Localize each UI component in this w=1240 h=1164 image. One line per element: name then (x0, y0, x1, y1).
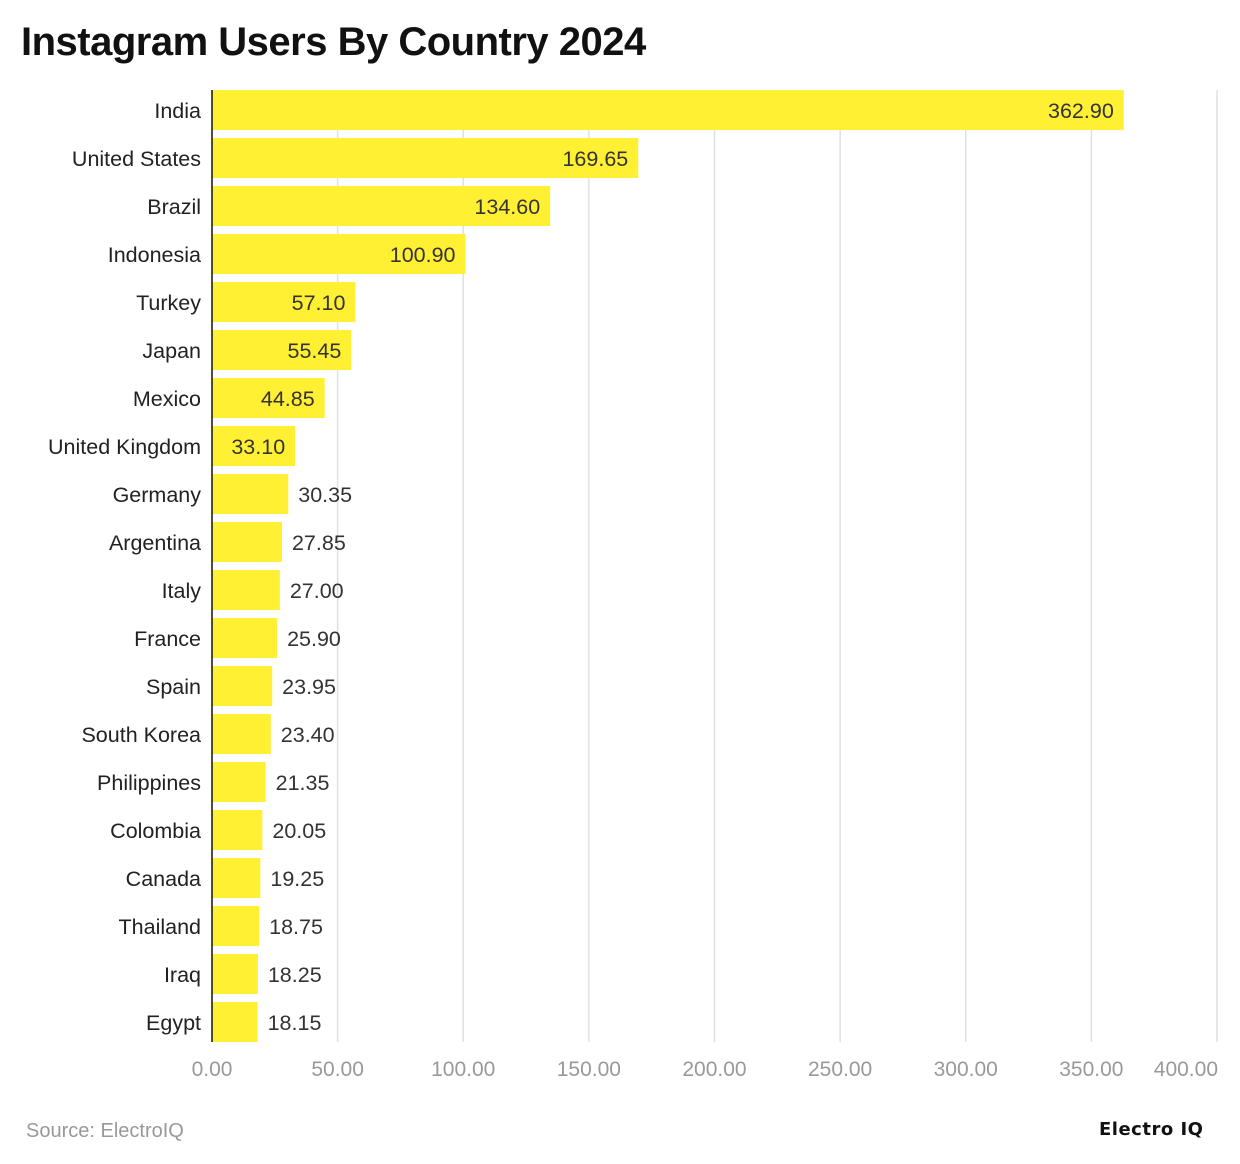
bar (212, 714, 271, 754)
data-label: 134.60 (474, 195, 540, 219)
data-label: 44.85 (261, 387, 315, 411)
bar (212, 858, 261, 898)
bar (212, 234, 466, 274)
category-label: France (134, 627, 201, 651)
data-label: 23.95 (282, 675, 336, 699)
bar (212, 138, 639, 178)
x-tick-label: 100.00 (431, 1058, 495, 1081)
category-label: Japan (142, 339, 201, 363)
bar (212, 570, 280, 610)
x-tick-label: 300.00 (934, 1058, 998, 1081)
bar (212, 762, 266, 802)
bar (212, 378, 325, 418)
data-label: 18.25 (268, 963, 322, 987)
x-tick-label: 350.00 (1059, 1058, 1123, 1081)
category-label: United Kingdom (48, 435, 201, 459)
data-label: 33.10 (231, 435, 285, 459)
category-label: Mexico (133, 387, 201, 411)
x-tick-label: 400.00 (1154, 1058, 1218, 1081)
data-label: 169.65 (562, 147, 628, 171)
bar (212, 426, 296, 466)
x-tick-label: 0.00 (192, 1058, 233, 1081)
bar (212, 810, 263, 850)
category-label: Philippines (97, 771, 201, 795)
x-tick-label: 150.00 (557, 1058, 621, 1081)
category-label: Turkey (136, 291, 201, 315)
x-tick-label: 250.00 (808, 1058, 872, 1081)
chart-title: Instagram Users By Country 2024 (21, 20, 646, 64)
category-label: India (154, 99, 201, 123)
data-label: 57.10 (292, 291, 346, 315)
bar (212, 666, 273, 706)
bar (212, 90, 1124, 130)
data-label: 55.45 (288, 339, 342, 363)
bar (212, 522, 282, 562)
category-label: South Korea (81, 723, 201, 747)
category-label: Canada (126, 867, 201, 891)
data-label: 23.40 (281, 723, 335, 747)
data-label: 25.90 (287, 627, 341, 651)
category-label: Spain (146, 675, 201, 699)
category-label: Italy (162, 579, 202, 603)
data-label: 27.00 (290, 579, 344, 603)
x-tick-label: 200.00 (682, 1058, 746, 1081)
data-label: 100.90 (390, 243, 456, 267)
data-label: 18.15 (268, 1011, 322, 1035)
category-label: Egypt (146, 1011, 201, 1035)
category-label: Brazil (147, 195, 201, 219)
source-note: Source: ElectroIQ (26, 1120, 184, 1142)
x-tick-label: 50.00 (311, 1058, 364, 1081)
category-label: Argentina (109, 531, 201, 555)
electroiq-logo: Electro IQ (1099, 1119, 1204, 1140)
bar (212, 186, 551, 226)
category-label: United States (72, 147, 201, 171)
bar (212, 282, 356, 322)
data-label: 20.05 (272, 819, 326, 843)
bar (212, 474, 289, 514)
data-label: 21.35 (276, 771, 330, 795)
bar (212, 1002, 258, 1042)
bar (212, 330, 352, 370)
data-label: 362.90 (1048, 99, 1114, 123)
bar (212, 618, 278, 658)
category-label: Colombia (110, 819, 201, 843)
bar (212, 954, 258, 994)
bar (212, 906, 260, 946)
category-label: Germany (113, 483, 202, 507)
data-label: 27.85 (292, 531, 346, 555)
data-label: 30.35 (298, 483, 352, 507)
category-label: Indonesia (108, 243, 201, 267)
category-label: Thailand (119, 915, 201, 939)
data-label: 19.25 (270, 867, 324, 891)
data-label: 18.75 (269, 915, 323, 939)
category-label: Iraq (164, 963, 201, 987)
